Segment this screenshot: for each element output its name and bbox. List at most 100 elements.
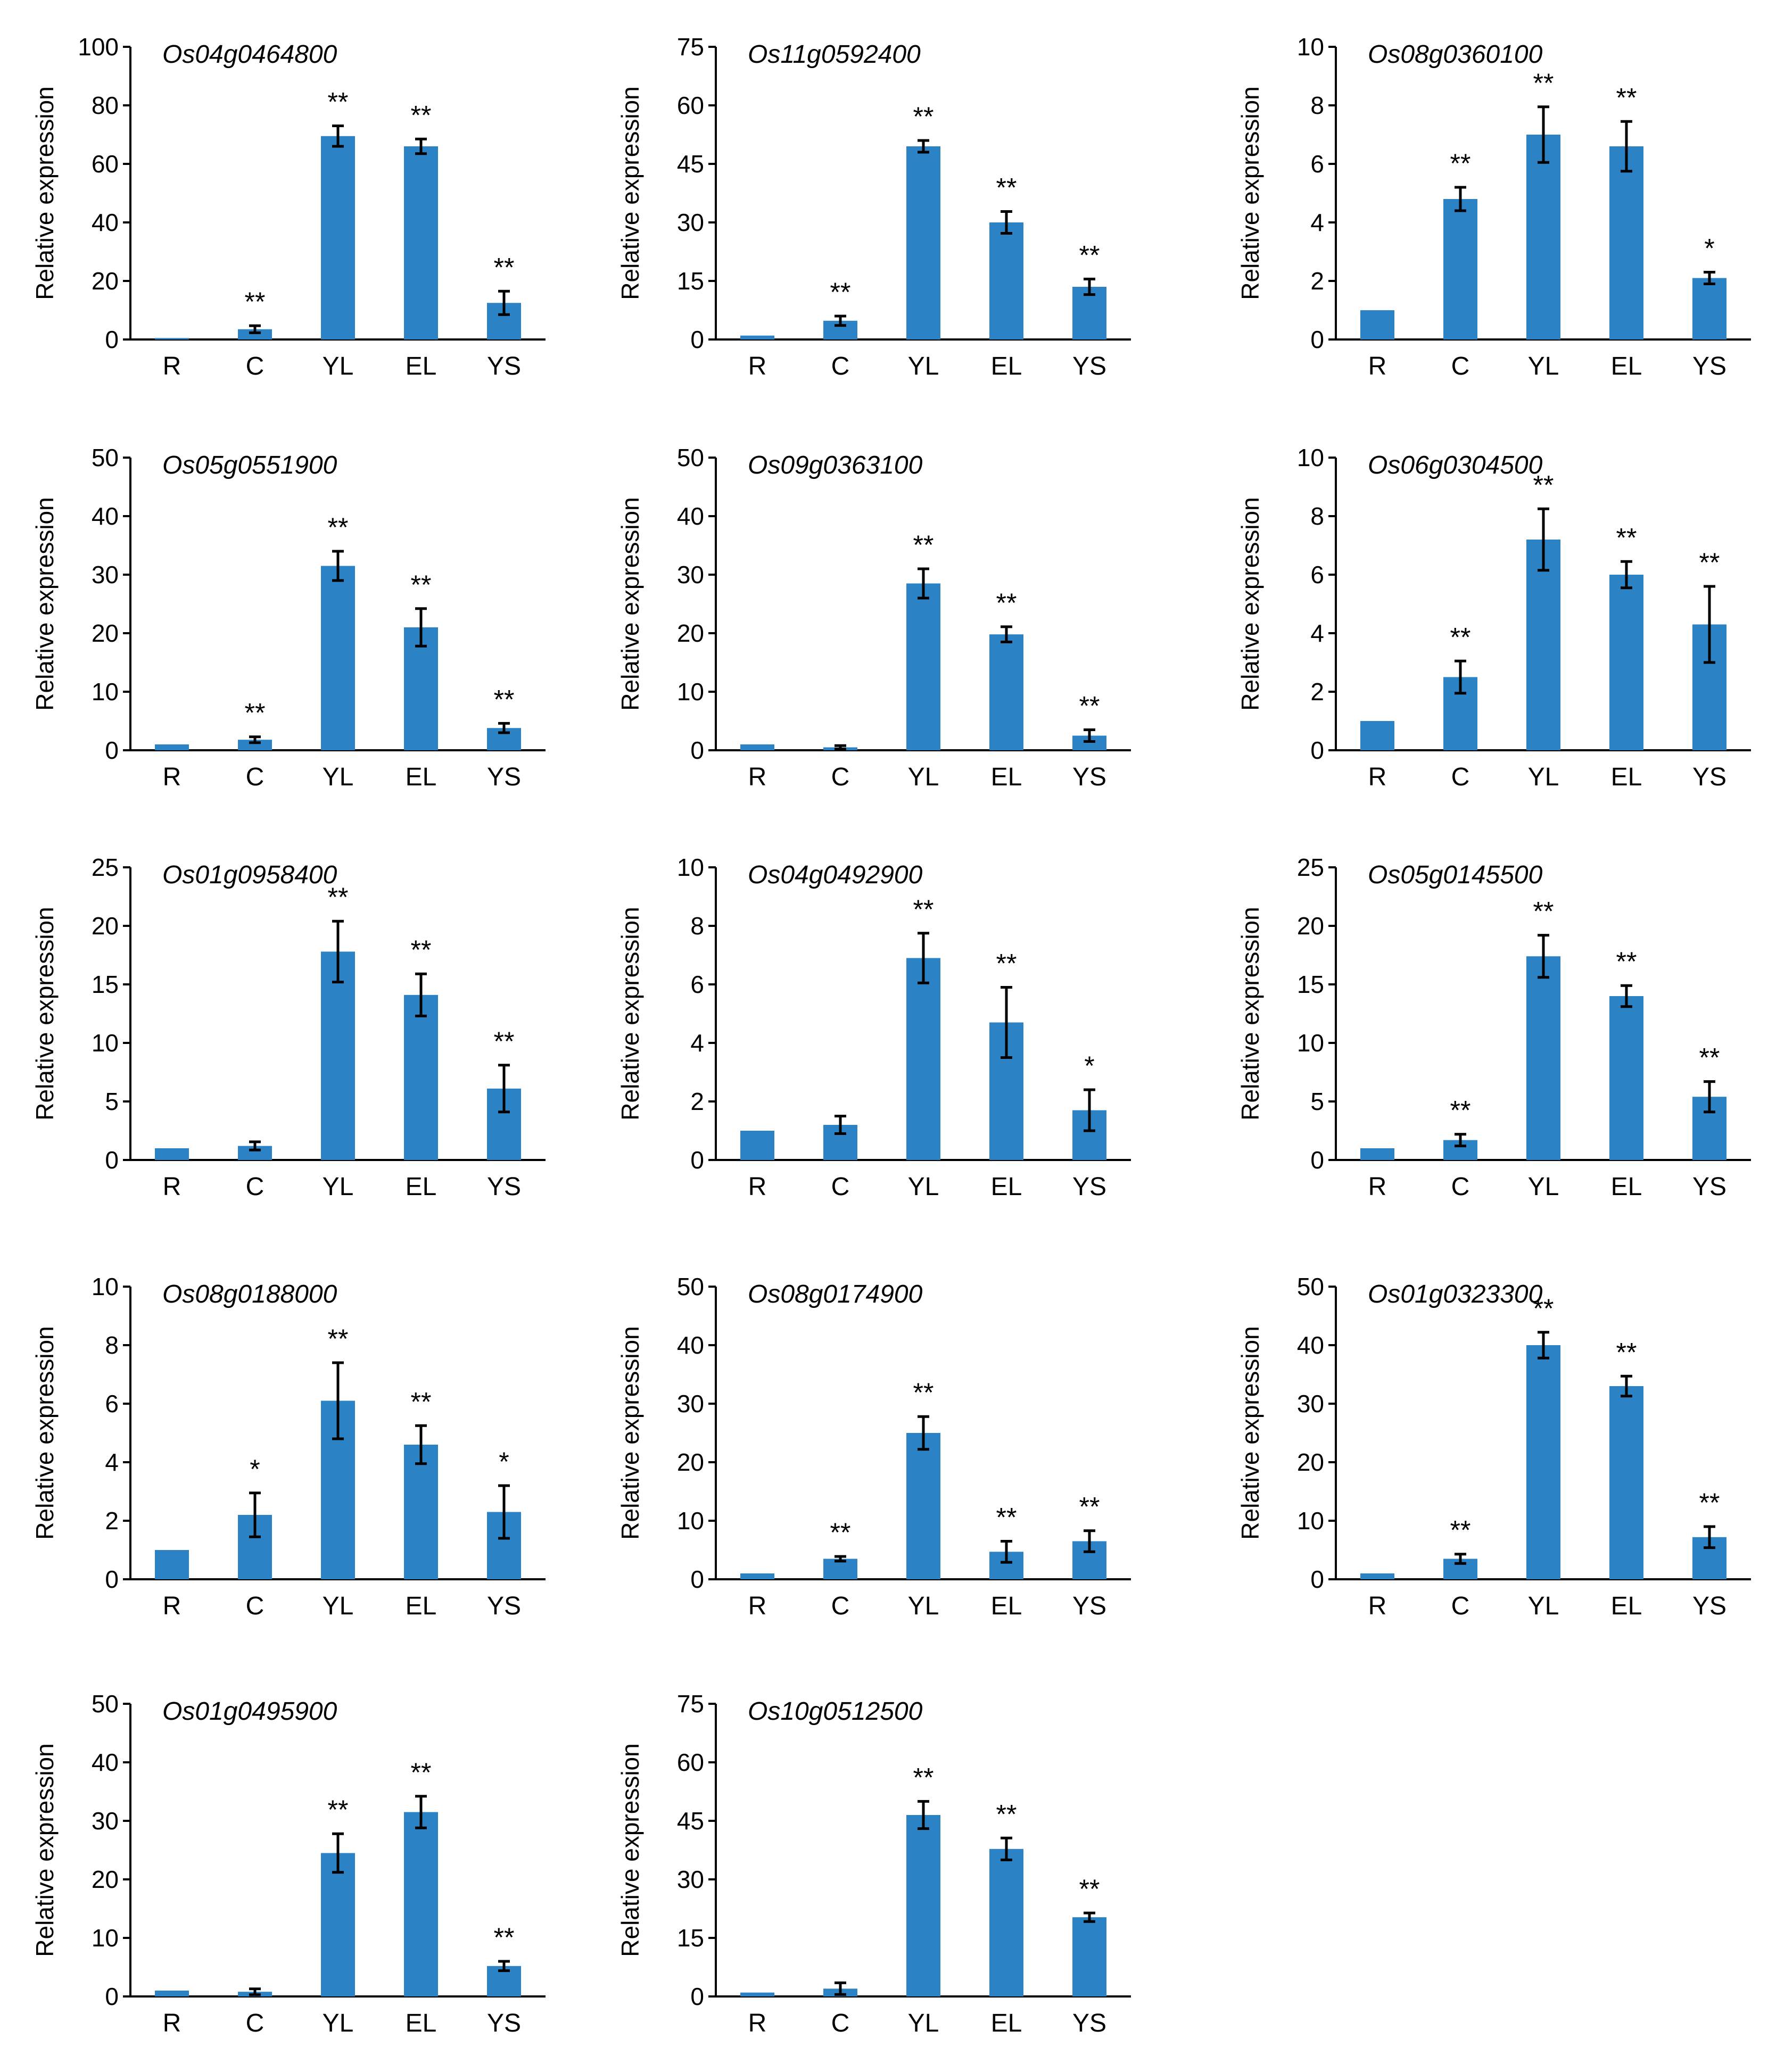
x-tick-label: R	[748, 763, 767, 791]
x-tick-label: YS	[1072, 2009, 1106, 2037]
y-tick-label: 15	[1297, 971, 1324, 998]
x-tick-label: R	[163, 763, 181, 791]
bar	[321, 951, 355, 1160]
chart-panel-12: 0 10 20 30 40 50 Relative expression Os01g03233…	[1236, 1273, 1751, 1620]
y-tick-label: 0	[1310, 1565, 1324, 1593]
y-tick-label: 0	[1310, 1146, 1324, 1174]
x-tick-label: EL	[406, 763, 437, 791]
y-tick-label: 40	[677, 502, 704, 530]
significance-label: **	[411, 100, 432, 130]
y-tick-label: 60	[677, 92, 704, 119]
bar	[1609, 1386, 1643, 1579]
y-tick-label: 6	[1310, 150, 1324, 178]
chart-panel-5: 0 10 20 30 40 50 Relative expression Os09g03631…	[616, 444, 1131, 791]
significance-label: **	[913, 102, 934, 131]
bar	[404, 627, 438, 750]
significance-label: **	[494, 684, 515, 714]
y-tick-label: 10	[1297, 444, 1324, 471]
bar	[1526, 1345, 1560, 1579]
x-tick-label: YL	[1528, 763, 1559, 791]
y-tick-label: 0	[690, 736, 704, 764]
x-tick-label: C	[1451, 1592, 1470, 1620]
bar	[1526, 540, 1560, 750]
y-tick-label: 8	[105, 1331, 119, 1359]
significance-label: **	[1079, 1874, 1100, 1904]
bar	[1360, 721, 1394, 750]
significance-label: **	[1079, 240, 1100, 270]
x-tick-label: YS	[487, 763, 521, 791]
y-tick-label: 10	[92, 1029, 119, 1057]
y-tick-label: 20	[677, 1448, 704, 1476]
bar	[740, 1131, 774, 1160]
y-tick-label: 6	[690, 971, 704, 998]
x-tick-label: YS	[1692, 1173, 1726, 1201]
y-tick-label: 10	[677, 678, 704, 706]
x-tick-label: C	[831, 352, 850, 380]
x-tick-label: C	[831, 1173, 850, 1201]
chart-title: Os06g0304500	[1368, 451, 1543, 479]
y-tick-label: 0	[690, 1565, 704, 1593]
significance-label: **	[1533, 1294, 1554, 1323]
significance-label: **	[996, 1799, 1017, 1829]
significance-label: **	[328, 1795, 349, 1825]
chart-panel-14: 0 15 30 45 60 75 Relative expression Os10g05125…	[616, 1690, 1131, 2037]
bar	[740, 1573, 774, 1579]
significance-label: **	[1533, 897, 1554, 926]
significance-label: **	[494, 1026, 515, 1056]
x-tick-label: YL	[323, 1173, 354, 1201]
x-tick-label: R	[163, 352, 181, 380]
bar	[906, 1815, 940, 1996]
significance-label: **	[245, 698, 266, 728]
x-tick-label: R	[163, 1592, 181, 1620]
y-tick-label: 10	[92, 1924, 119, 1952]
x-tick-label: YL	[908, 352, 939, 380]
y-tick-label: 15	[677, 267, 704, 295]
chart-panel-6: 0 2 4 6 8 10 Relative expression Os06g0304500 R *…	[1236, 444, 1751, 791]
y-tick-label: 4	[105, 1448, 119, 1476]
y-tick-label: 20	[92, 912, 119, 940]
bar	[740, 1992, 774, 1996]
chart-panel-1: 0 20 40 60 80 100 Relative expression Os04g0464…	[31, 33, 546, 380]
y-tick-label: 10	[1297, 1029, 1324, 1057]
bar	[404, 146, 438, 339]
y-axis-label: Relative expression	[616, 1743, 644, 1957]
y-axis-label: Relative expression	[616, 86, 644, 300]
y-tick-label: 2	[1310, 267, 1324, 295]
chart-panel-2: 0 15 30 45 60 75 Relative expression Os11g05924…	[616, 33, 1131, 380]
y-tick-label: 6	[1310, 561, 1324, 589]
y-tick-label: 10	[677, 853, 704, 881]
significance-label: **	[245, 287, 266, 317]
bar	[404, 1445, 438, 1579]
y-axis-label: Relative expression	[616, 1326, 644, 1539]
significance-label: **	[996, 588, 1017, 618]
y-tick-label: 30	[92, 561, 119, 589]
x-tick-label: C	[246, 1173, 265, 1201]
y-axis-label: Relative expression	[31, 86, 59, 300]
x-tick-label: YS	[1692, 352, 1726, 380]
y-tick-label: 0	[105, 1983, 119, 2010]
x-tick-label: EL	[991, 352, 1022, 380]
x-tick-label: C	[1451, 763, 1470, 791]
bar	[155, 1991, 189, 1996]
bar	[906, 146, 940, 339]
chart-title: Os11g0592400	[748, 40, 921, 69]
x-tick-label: YL	[1528, 1592, 1559, 1620]
y-axis-label: Relative expression	[1236, 497, 1264, 710]
bar	[1609, 575, 1643, 750]
bar	[1360, 310, 1394, 339]
significance-label: **	[1699, 1488, 1720, 1518]
y-tick-label: 20	[92, 619, 119, 647]
y-tick-label: 40	[677, 1331, 704, 1359]
x-tick-label: YS	[1692, 1592, 1726, 1620]
x-tick-label: YL	[908, 2009, 939, 2037]
x-tick-label: YL	[1528, 1173, 1559, 1201]
chart-panel-10: 0 2 4 6 8 10 Relative expression Os08g0188000 R *…	[31, 1273, 546, 1620]
significance-label: **	[830, 277, 851, 307]
x-tick-label: C	[246, 2009, 265, 2037]
chart-panel-4: 0 10 20 30 40 50 Relative expression Os05g05519…	[31, 444, 546, 791]
y-tick-label: 50	[677, 1273, 704, 1300]
bar	[321, 1853, 355, 1996]
y-tick-label: 50	[677, 444, 704, 471]
y-tick-label: 8	[1310, 502, 1324, 530]
significance-label: **	[328, 512, 349, 542]
